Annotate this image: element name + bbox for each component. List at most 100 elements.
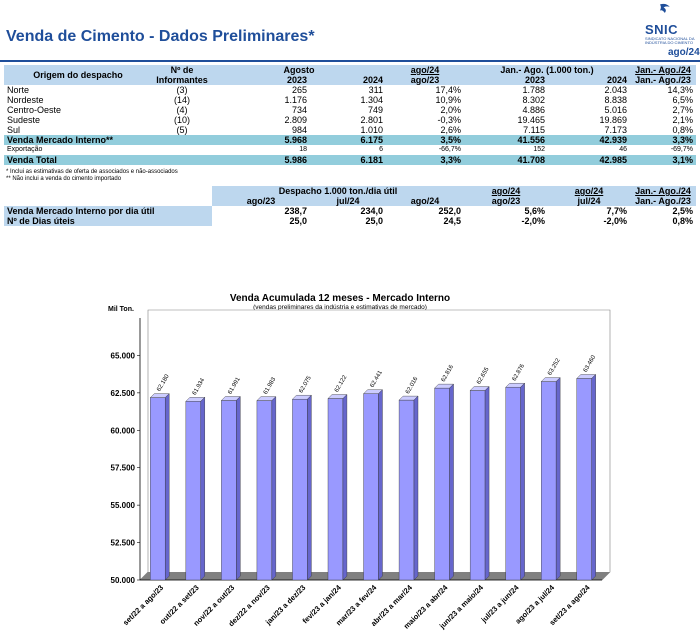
table2-header-row: ago/23 jul/24 ago/24 ago/23 jul/24 Jan.-… (4, 196, 696, 206)
bar-top (540, 377, 561, 382)
table-row: Nº de Dias úteis 25,0 25,0 24,5 -2,0% -2… (4, 216, 696, 226)
bar-value-label: 62.655 (476, 366, 491, 385)
x-tick-label: set/22 a ago/23 (121, 583, 165, 627)
col-2023: 2023 (212, 75, 310, 85)
cell-jvar: 14,3% (667, 85, 693, 95)
cell-var: 10,9% (435, 95, 461, 105)
bar (221, 400, 237, 581)
page-title: Venda de Cimento - Dados Preliminares* (6, 28, 315, 45)
table-row: Norte (3) 265 311 17,4% 1.788 2.043 14,3… (4, 85, 696, 95)
y-tick-label: 65.000 (111, 351, 136, 360)
mi-name: Venda Mercado Interno** (4, 135, 152, 145)
bar (363, 393, 379, 581)
table-row: Centro-Oeste (4) 734 749 2,0% 4.886 5.01… (4, 105, 696, 115)
col-c3: ago/24 (386, 196, 464, 206)
region-name: Sudeste (7, 115, 41, 125)
bar (434, 387, 450, 581)
informants: (3) (176, 85, 188, 95)
tot-jvar: 3,1% (630, 155, 696, 165)
informants: (4) (176, 105, 188, 115)
cell-j23: 19.465 (517, 115, 545, 125)
bar-side (378, 389, 383, 581)
cell-j24: 19.869 (599, 115, 627, 125)
cell-a24: 2.801 (360, 115, 383, 125)
y-tick-label: 50.000 (111, 576, 136, 585)
bar (327, 398, 344, 581)
exp-blank (152, 145, 212, 155)
bar-value-label: 62.876 (512, 363, 527, 382)
col-j2023: 2023 (464, 75, 548, 85)
snic-logo (659, 3, 670, 13)
mi-a24: 6.175 (310, 135, 386, 145)
r2-v3: 0,8% (672, 216, 693, 226)
cell-j24: 2.043 (604, 85, 627, 95)
bar (469, 390, 486, 581)
t2-blank2 (4, 196, 212, 206)
table2-header-row: Despacho 1.000 ton./dia útil ago/24 ago/… (4, 186, 696, 196)
bar-side (165, 393, 170, 581)
cell-var: 2,6% (440, 125, 461, 135)
r1-v2: 7,7% (606, 206, 627, 216)
bar-top (327, 394, 348, 399)
bar (292, 399, 308, 581)
mi-blank (152, 135, 212, 145)
cell-a24: 749 (367, 105, 383, 115)
exp-jvar: -69,7% (670, 146, 693, 153)
x-tick-label: ago/23 a jul/24 (513, 582, 556, 625)
mi-j24: 42.939 (548, 135, 630, 145)
cell-j23: 8.302 (522, 95, 545, 105)
cell-var: 2,0% (440, 105, 461, 115)
footnotes: * Inclui as estimativas de oferta de ass… (6, 169, 178, 183)
report-period: ago/24 (668, 47, 700, 58)
x-tick-label: out/22 a set/23 (158, 583, 201, 626)
bar-top (291, 395, 312, 400)
table-row: Sul (5) 984 1.010 2,6% 7.115 7.173 0,8% (4, 125, 696, 135)
tot-name: Venda Total (4, 155, 152, 165)
y-tick-label: 60.000 (111, 426, 136, 435)
exp-j24: 46 (619, 146, 627, 153)
x-tick-label: dez/22 a nov/23 (227, 583, 272, 628)
chart-title: Venda Acumulada 12 meses - Mercado Inter… (229, 293, 451, 304)
col-2024: 2024 (310, 75, 386, 85)
x-tick-label: abr/23 a mar/24 (369, 582, 415, 628)
bar-top (220, 396, 241, 401)
bar (256, 400, 273, 581)
col-v2b: jul/24 (548, 196, 630, 206)
col-jan-ago: Jan.- Ago. (1.000 ton.) (464, 65, 630, 75)
bar-top (505, 383, 526, 388)
col-var1: ago/24 (386, 65, 464, 75)
exp-var: -66,7% (438, 146, 461, 153)
bar-top (185, 397, 206, 402)
cell-jvar: 6,5% (672, 95, 693, 105)
t2-blank (4, 186, 212, 196)
chart-subtitle: (vendas preliminares da indústria e esti… (253, 304, 427, 311)
tot-a24: 6.181 (310, 155, 386, 165)
col-informants-2: Informantes (152, 75, 212, 85)
bar-side (271, 396, 277, 581)
cell-a23: 734 (291, 105, 307, 115)
x-tick-label: fev/23 a jan/24 (301, 582, 344, 625)
venda-total-row: Venda Total 5.986 6.181 3,3% 41.708 42.9… (4, 155, 696, 165)
bar-top (434, 383, 455, 389)
bar-value-label: 62.180 (156, 373, 171, 392)
col-agosto: Agosto (212, 65, 386, 75)
cell-jvar: 2,7% (672, 105, 693, 115)
bar-value-label: 63.252 (547, 357, 562, 376)
cell-j23: 7.115 (523, 125, 545, 135)
tot-var: 3,3% (386, 155, 464, 165)
r1-v1: 5,6% (524, 206, 545, 216)
bar-side (307, 394, 312, 581)
bar-value-label: 61.991 (227, 376, 242, 395)
bar-value-label: 62.075 (298, 375, 313, 394)
col-c2: jul/24 (310, 196, 386, 206)
bar-value-label: 63.460 (583, 354, 598, 373)
r2-c1: 25,0 (289, 216, 307, 226)
cell-jvar: 2,1% (672, 115, 693, 125)
bar-top (576, 374, 597, 379)
bar-side (236, 395, 241, 581)
page-header: Venda de Cimento - Dados Preliminares* S… (0, 0, 700, 60)
r2-v2: -2,0% (603, 216, 627, 226)
table-row: Sudeste (10) 2.809 2.801 -0,3% 19.465 19… (4, 115, 696, 125)
y-tick-label: 57.500 (111, 464, 136, 473)
plot-area (139, 309, 611, 581)
